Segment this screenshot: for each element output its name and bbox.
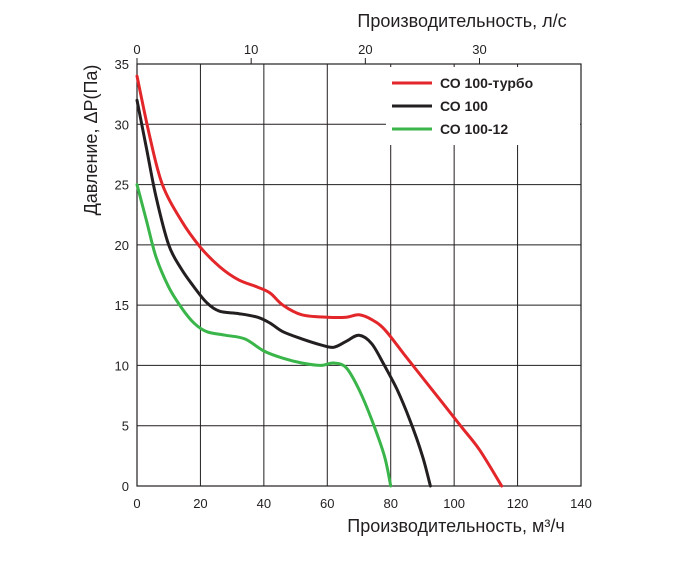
y-tick-label: 35	[115, 57, 129, 72]
x-tick-label: 140	[570, 496, 592, 511]
x-tick-label: 120	[507, 496, 529, 511]
legend-label-co100: СО 100	[440, 98, 488, 114]
plot-frame	[136, 63, 582, 487]
series-line-co100	[135, 98, 432, 488]
x-tick-label: 80	[383, 496, 397, 511]
legend: СО 100-турбо СО 100 СО 100-12	[386, 67, 580, 145]
y-tick-label: 10	[115, 358, 129, 373]
x-top-tick-label: 10	[244, 42, 258, 57]
x-top-tick-label: 0	[133, 42, 140, 57]
y-axis-title: Давление, ΔР(Па)	[81, 65, 101, 216]
x-top-tick-label: 20	[358, 42, 372, 57]
y-tick-label: 30	[115, 117, 129, 132]
tick-labels: 0 20 40 60 80 100 120 140 0 5 10 15 20 25 30 35 0 10 20 30	[115, 42, 592, 511]
x-tick-label: 60	[320, 496, 334, 511]
y-tick-label: 25	[115, 178, 129, 193]
x-tick-label: 0	[133, 496, 140, 511]
x-tick-label: 20	[193, 496, 207, 511]
y-tick-label: 0	[122, 479, 129, 494]
y-tick-label: 20	[115, 238, 129, 253]
x-top-tick-label: 30	[472, 42, 486, 57]
legend-label-co100-12: СО 100-12	[440, 121, 508, 137]
y-tick-label: 5	[122, 419, 129, 434]
series-lines	[135, 74, 504, 488]
series-line-co100-turbo	[135, 74, 504, 488]
legend-label-co100-turbo: СО 100-турбо	[440, 75, 533, 91]
series-line-co100-12	[135, 183, 393, 488]
x-tick-label: 100	[443, 496, 465, 511]
y-tick-label: 15	[115, 298, 129, 313]
x-axis-top-title: Производительность, л/с	[357, 11, 566, 31]
x-tick-label: 40	[257, 496, 271, 511]
x-axis-bottom-title: Производительность, м³/ч	[347, 516, 564, 536]
